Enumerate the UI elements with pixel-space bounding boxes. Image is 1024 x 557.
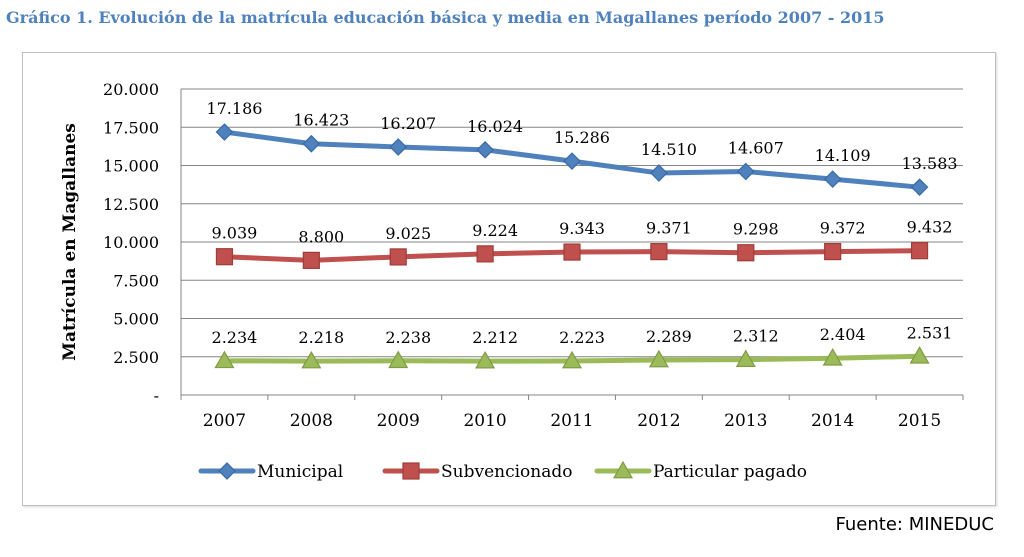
data-label-particular-pagado: 2.218: [298, 328, 344, 347]
data-point-municipal: [650, 164, 668, 182]
line-chart: - 2.500 5.000 7.500 10.000 12.500 15.000 17.500…: [60, 80, 964, 482]
x-tick-label: 2007: [203, 411, 246, 431]
data-label-municipal: 17.186: [206, 99, 262, 118]
data-label-municipal: 16.024: [467, 117, 523, 136]
data-label-particular-pagado: 2.531: [907, 323, 953, 342]
data-point-particular-pagado: [475, 350, 496, 369]
data-point-subvencionado: [824, 243, 842, 261]
data-point-municipal: [302, 134, 321, 153]
data-point-subvencionado: [563, 243, 581, 261]
data-point-particular-pagado: [735, 349, 756, 367]
data-label-municipal: 13.583: [902, 154, 958, 173]
data-label-subvencionado: 8.800: [298, 227, 344, 246]
legend-marker-subvencionado: [402, 462, 420, 480]
data-point-particular-pagado: [909, 346, 930, 364]
legend-label-particular-pagado: Particular pagado: [653, 462, 807, 482]
data-label-particular-pagado: 2.404: [820, 325, 866, 344]
y-tick-label: 2.500: [113, 348, 159, 367]
x-tick-label: 2010: [463, 411, 506, 431]
data-label-municipal: 14.510: [641, 140, 697, 159]
y-tick-label: -: [154, 386, 159, 405]
data-point-particular-pagado: [561, 350, 583, 369]
data-label-subvencionado: 9.372: [820, 219, 866, 238]
data-label-particular-pagado: 2.238: [385, 328, 431, 347]
data-point-subvencionado: [215, 248, 234, 266]
data-label-particular-pagado: 2.223: [559, 328, 605, 347]
data-label-subvencionado: 9.343: [559, 219, 605, 238]
data-label-subvencionado: 9.025: [385, 224, 431, 243]
data-label-subvencionado: 9.432: [907, 218, 953, 237]
x-tick-label: 2012: [637, 411, 680, 431]
data-label-municipal: 16.423: [293, 111, 349, 130]
y-axis-title: Matrícula en Magallanes: [60, 123, 80, 361]
y-tick-label: 7.500: [113, 271, 159, 290]
data-point-municipal: [563, 152, 581, 170]
data-point-particular-pagado: [301, 350, 322, 369]
data-point-particular-pagado: [388, 350, 409, 369]
legend-label-municipal: Municipal: [257, 462, 343, 482]
data-label-municipal: 15.286: [554, 128, 610, 147]
data-point-subvencionado: [650, 243, 668, 261]
y-tick-label: 5.000: [113, 310, 159, 329]
data-label-particular-pagado: 2.212: [472, 328, 518, 347]
y-tick-label: 15.000: [103, 157, 159, 176]
data-point-municipal: [736, 162, 755, 181]
data-point-municipal: [476, 140, 494, 159]
data-point-municipal: [910, 178, 929, 197]
data-labels: 17.186 16.423 16.207 16.024 15.286 14.510 14.6…: [206, 99, 957, 347]
data-point-municipal: [389, 138, 408, 156]
x-tick-label: 2009: [377, 411, 420, 431]
axes: - 2.500 5.000 7.500 10.000 12.500 15.000 17.500…: [60, 80, 964, 431]
y-tick-label: 10.000: [103, 233, 159, 252]
y-tick-label: 17.500: [103, 118, 159, 137]
data-label-particular-pagado: 2.289: [646, 327, 692, 346]
data-label-subvencionado: 9.371: [646, 219, 692, 238]
data-label-subvencionado: 9.298: [733, 220, 779, 239]
chart-area: - 2.500 5.000 7.500 10.000 12.500 15.000 17.500…: [22, 52, 996, 506]
data-point-subvencionado: [910, 242, 929, 260]
x-tick-label: 2011: [550, 411, 593, 431]
data-label-municipal: 16.207: [380, 114, 436, 133]
data-point-municipal: [823, 170, 842, 188]
legend: Municipal Subvencionado Particular pagado: [198, 460, 807, 482]
legend-marker-particular-pagado: [612, 460, 634, 479]
source-note: Fuente: MINEDUC: [835, 514, 994, 535]
data-point-subvencionado: [389, 248, 407, 266]
data-point-municipal: [215, 123, 234, 141]
data-label-municipal: 14.607: [728, 139, 784, 158]
data-label-particular-pagado: 2.234: [212, 328, 258, 347]
y-tick-label: 20.000: [103, 80, 159, 99]
legend-label-subvencionado: Subvencionado: [441, 462, 572, 482]
data-label-particular-pagado: 2.312: [733, 327, 779, 346]
y-tick-label: 12.500: [103, 195, 159, 214]
x-tick-label: 2008: [290, 411, 333, 431]
data-label-subvencionado: 9.224: [472, 221, 518, 240]
x-tick-label: 2014: [811, 411, 854, 431]
data-label-subvencionado: 9.039: [212, 224, 258, 243]
legend-marker-municipal: [218, 462, 236, 480]
data-label-municipal: 14.109: [815, 146, 871, 165]
x-tick-label: 2013: [724, 411, 767, 431]
data-point-subvencionado: [302, 251, 320, 269]
data-point-subvencionado: [737, 244, 755, 262]
data-point-particular-pagado: [214, 350, 235, 369]
chart-title: Gráfico 1. Evolución de la matrícula edu…: [6, 8, 885, 27]
data-point-particular-pagado: [822, 348, 843, 366]
data-point-subvencionado: [476, 245, 494, 263]
data-point-particular-pagado: [648, 349, 669, 368]
series-group: [214, 123, 930, 369]
x-tick-label: 2015: [898, 411, 941, 431]
